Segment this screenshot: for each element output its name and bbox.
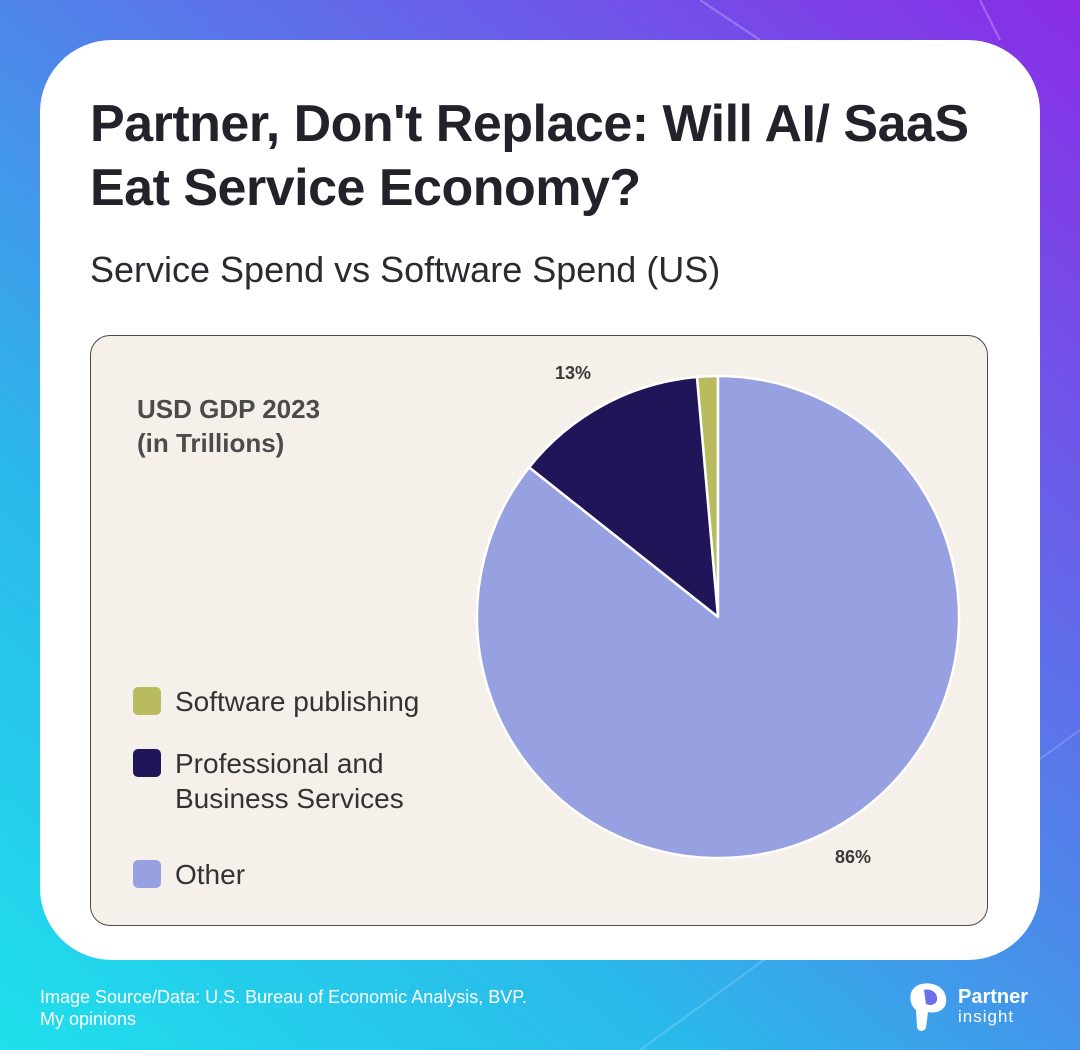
legend-label-line: Software publishing bbox=[175, 686, 420, 717]
logo-text-insight: insight bbox=[958, 1007, 1015, 1026]
data-label-other: 86% bbox=[835, 847, 871, 867]
page-subtitle: Service Spend vs Software Spend (US) bbox=[90, 249, 721, 290]
source-line: Image Source/Data: U.S. Bureau of Econom… bbox=[40, 987, 527, 1007]
data-label-professional-and-business-services: 13% bbox=[555, 363, 591, 383]
logo-text-partner: Partner bbox=[958, 986, 1029, 1008]
pie-slice-other bbox=[475, 374, 961, 860]
pie-slices bbox=[475, 374, 961, 860]
chart-title: USD GDP 2023 (in Trillions) bbox=[137, 392, 320, 460]
legend-item-software-publishing: Software publishing bbox=[133, 684, 475, 719]
partner-insight-logo-icon bbox=[910, 983, 947, 1031]
pie-data-labels: 13% 86% bbox=[555, 363, 871, 867]
chart-title-line-1: USD GDP 2023 bbox=[137, 394, 321, 424]
legend-swatch-other bbox=[133, 860, 161, 888]
partner-insight-logo[interactable]: Partner insight bbox=[904, 980, 1044, 1032]
legend-label-other: Other bbox=[175, 857, 475, 892]
chart-panel: USD GDP 2023 (in Trillions) 13% 86% Softw… bbox=[90, 335, 988, 926]
pie-chart: 13% 86% bbox=[475, 363, 961, 867]
page-title: Partner, Don't Replace: Will AI/ SaaS Ea… bbox=[90, 95, 969, 217]
opinion-line: My opinions bbox=[40, 1009, 137, 1029]
legend-swatch-professional-business-services bbox=[133, 749, 161, 777]
legend-label-line: Professional and bbox=[175, 748, 384, 779]
legend-label-professional-business-services: Professional and Business Services bbox=[175, 746, 475, 816]
pie-slice-professional-and-business-services bbox=[527, 375, 720, 619]
legend-swatch-software-publishing bbox=[133, 687, 161, 715]
content-card: Partner, Don't Replace: Will AI/ SaaS Ea… bbox=[40, 40, 1040, 960]
chart-title-line-2: (in Trillions) bbox=[137, 428, 285, 458]
legend-item-other: Other bbox=[133, 857, 475, 892]
legend-label-line: Business Services bbox=[175, 783, 404, 814]
legend-label-software-publishing: Software publishing bbox=[175, 684, 475, 719]
legend-item-professional-business-services: Professional and Business Services bbox=[133, 746, 475, 816]
legend-label-line: Other bbox=[175, 859, 246, 890]
source-footnote: Image Source/Data: U.S. Bureau of Econom… bbox=[40, 986, 527, 1030]
